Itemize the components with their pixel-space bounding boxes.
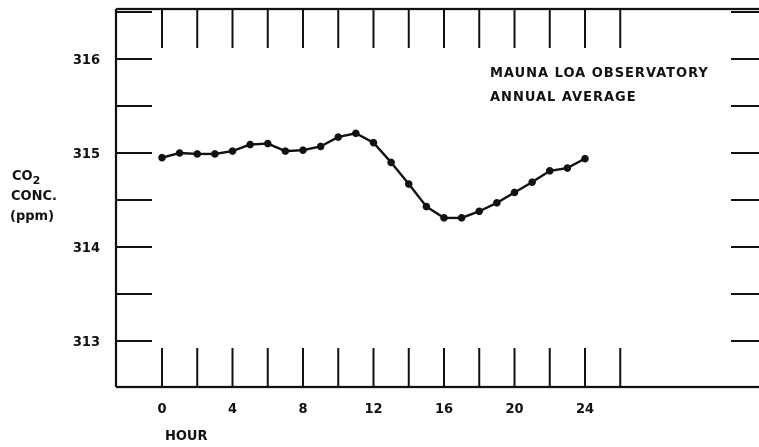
svg-text:CO2: CO2 — [12, 169, 40, 187]
y-axis-label: CO2 CONC. (ppm) — [10, 169, 57, 224]
data-point — [475, 207, 484, 216]
y-axis-label-conc: CONC. — [11, 189, 57, 204]
data-point — [228, 147, 237, 155]
data-point — [352, 129, 360, 138]
data-point — [175, 149, 184, 157]
x-tick-label: 8 — [298, 402, 307, 417]
data-point — [404, 180, 413, 188]
tick-labels: 0 4 8 12 16 20 24 313 314 315 316 — [73, 53, 594, 417]
data-point — [158, 153, 166, 162]
data-point — [510, 188, 519, 197]
annotation-line-1: MAUNA LOA OBSERVATORY — [490, 66, 709, 81]
annotation-line-2: ANNUAL AVERAGE — [490, 90, 637, 105]
data-point — [334, 133, 343, 141]
series-layer — [158, 129, 589, 222]
data-point — [563, 164, 572, 172]
y-tick-label: 316 — [73, 53, 100, 68]
y-axis-label-subscript: 2 — [33, 174, 41, 187]
data-point — [211, 150, 219, 158]
x-tick-label: 4 — [228, 402, 237, 417]
data-point — [299, 146, 307, 154]
data-point — [316, 142, 325, 151]
data-point — [246, 140, 254, 149]
x-tick-label: 20 — [505, 402, 523, 417]
ticks — [116, 9, 759, 387]
data-point — [493, 199, 501, 207]
data-point — [581, 154, 589, 163]
y-tick-label: 313 — [73, 335, 100, 350]
data-point — [263, 139, 272, 148]
y-axis-label-unit: (ppm) — [10, 209, 54, 224]
data-point — [193, 150, 202, 158]
x-tick-label: 16 — [435, 402, 453, 417]
data-point — [369, 138, 378, 147]
data-point — [440, 214, 448, 222]
x-tick-label: 24 — [576, 402, 594, 417]
x-tick-label: 0 — [157, 402, 166, 417]
y-axis-label-co: CO — [12, 169, 33, 184]
x-tick-label: 12 — [364, 402, 382, 417]
y-tick-label: 315 — [73, 147, 100, 162]
data-point — [281, 147, 290, 155]
data-point — [387, 158, 395, 167]
data-point — [422, 202, 431, 211]
annotation: MAUNA LOA OBSERVATORY ANNUAL AVERAGE — [490, 66, 709, 105]
plot-frame — [114, 7, 759, 389]
data-point — [457, 214, 466, 222]
data-point — [545, 167, 554, 175]
x-axis-label: HOUR — [165, 429, 208, 444]
data-point — [528, 178, 536, 186]
y-tick-label: 314 — [73, 241, 100, 256]
